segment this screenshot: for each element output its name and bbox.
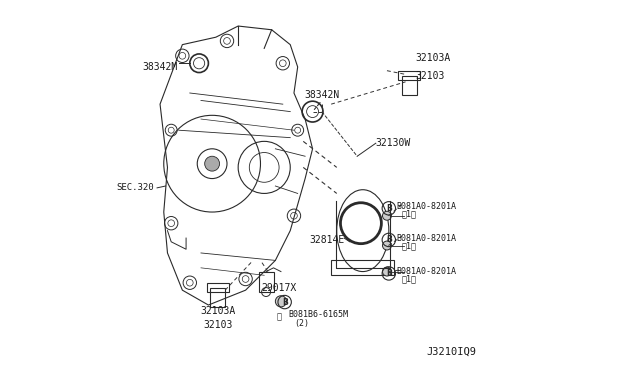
Circle shape [383,241,392,250]
Text: B081A0-8201A: B081A0-8201A [396,234,456,243]
Text: J3210IQ9: J3210IQ9 [426,347,476,357]
Bar [402,76,417,95]
Circle shape [275,296,287,307]
Text: B081B6-6165M: B081B6-6165M [289,310,348,319]
Text: Ⓑ: Ⓑ [276,312,282,321]
Circle shape [205,156,220,171]
Text: B: B [386,269,392,278]
Text: B: B [282,298,287,307]
Bar [211,288,225,307]
Text: 32103: 32103 [415,71,444,81]
Bar [207,283,229,292]
Circle shape [383,267,392,276]
Text: 32103A: 32103A [415,53,450,62]
Text: 38342M: 38342M [143,62,178,72]
Text: (2): (2) [294,319,309,328]
Text: B081A0-8201A: B081A0-8201A [396,267,456,276]
Text: B: B [386,204,392,213]
Text: B: B [386,235,392,244]
Bar [259,272,273,292]
Circle shape [383,211,392,220]
Text: B081A0-8201A: B081A0-8201A [396,202,456,211]
Text: 32130W: 32130W [375,138,410,148]
Text: （1）: （1） [401,209,416,218]
Text: （1）: （1） [401,241,416,250]
Text: 32814E: 32814E [309,235,344,245]
Text: 38342N: 38342N [304,90,339,100]
Text: 29017X: 29017X [262,283,297,293]
Text: SEC.320: SEC.320 [117,183,154,192]
Text: 32103: 32103 [203,321,232,330]
Text: （1）: （1） [401,275,416,283]
Text: 32103A: 32103A [200,306,236,315]
Bar [331,260,394,275]
Bar [398,71,420,80]
